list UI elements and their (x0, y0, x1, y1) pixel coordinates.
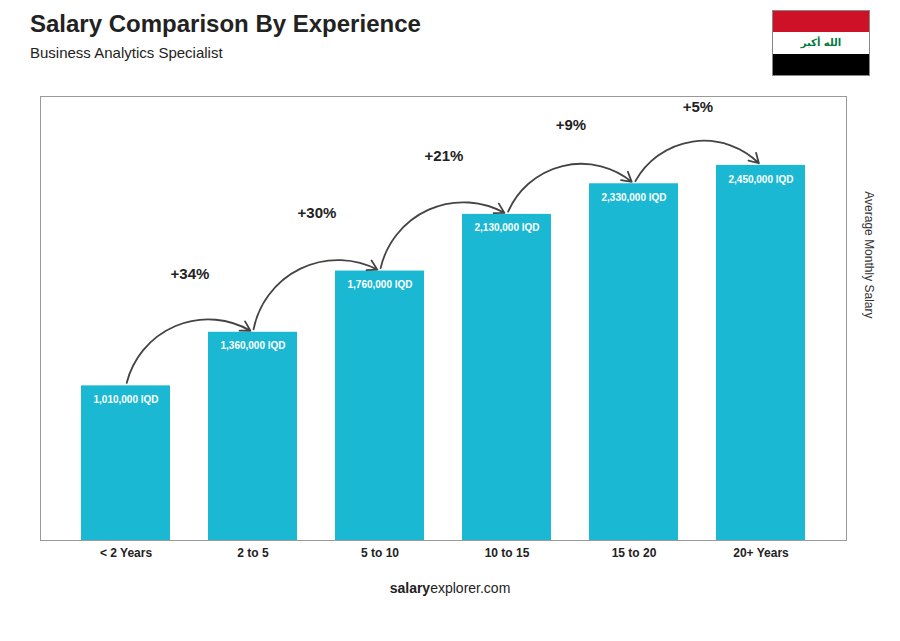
svg-text:2,330,000 IQD: 2,330,000 IQD (601, 192, 666, 203)
svg-text:1,760,000 IQD: 1,760,000 IQD (347, 279, 412, 290)
svg-text:1,010,000 IQD: 1,010,000 IQD (93, 394, 158, 405)
svg-text:+21%: +21% (425, 147, 464, 164)
svg-text:2,450,000 IQD: 2,450,000 IQD (728, 173, 793, 184)
html-text:Business Analytics Specialist: Business Analytics Specialist (30, 44, 223, 61)
svg-text:10 to 15: 10 to 15 (485, 546, 530, 560)
svg-text:2 to 5: 2 to 5 (237, 546, 269, 560)
svg-text:+30%: +30% (298, 204, 337, 221)
svg-text:20+ Years: 20+ Years (733, 546, 789, 560)
html-text:Salary Comparison By Experienc: Salary Comparison By Experience (30, 10, 421, 37)
html-text:salary explorer.com: salary explorer.com (389, 580, 511, 596)
svg-text:+34%: +34% (171, 265, 210, 282)
svg-text:15 to 20: 15 to 20 (612, 546, 657, 560)
svg-text:2,130,000 IQD: 2,130,000 IQD (474, 222, 539, 233)
html-text:الله أكبر: الله أكبر (800, 37, 842, 49)
svg-text:1,360,000 IQD: 1,360,000 IQD (220, 340, 285, 351)
svg-text:Average Monthly Salary: Average Monthly Salary (862, 191, 876, 318)
svg-text:+5%: +5% (683, 98, 713, 115)
svg-text:+9%: +9% (556, 116, 586, 133)
svg-text:< 2 Years: < 2 Years (100, 546, 152, 560)
svg-text:5 to 10: 5 to 10 (361, 546, 399, 560)
